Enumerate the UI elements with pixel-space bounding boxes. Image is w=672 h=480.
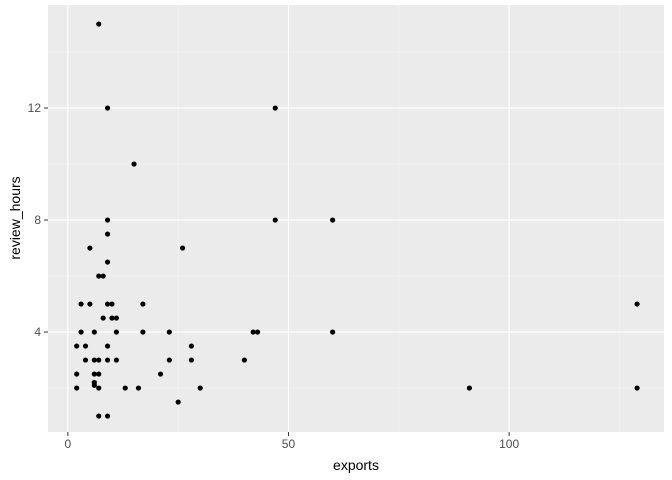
point bbox=[100, 315, 106, 321]
point bbox=[87, 245, 93, 251]
point bbox=[250, 329, 256, 335]
point bbox=[96, 371, 102, 377]
point bbox=[166, 357, 172, 363]
point bbox=[109, 301, 115, 307]
x-axis-title: exports bbox=[333, 457, 379, 473]
x-tick-label: 0 bbox=[65, 437, 72, 451]
x-tick-label: 100 bbox=[499, 437, 519, 451]
point bbox=[272, 217, 278, 223]
point bbox=[254, 329, 261, 335]
point bbox=[113, 329, 119, 335]
point bbox=[241, 357, 247, 363]
point bbox=[135, 385, 142, 391]
point bbox=[96, 413, 102, 419]
y-tick-label: 12 bbox=[28, 101, 42, 115]
point bbox=[104, 231, 111, 237]
point bbox=[104, 301, 111, 307]
point bbox=[179, 245, 186, 251]
point bbox=[188, 357, 195, 363]
point bbox=[104, 343, 111, 349]
point bbox=[96, 21, 102, 27]
point bbox=[74, 371, 80, 377]
point bbox=[140, 329, 146, 335]
point bbox=[122, 385, 128, 391]
point bbox=[634, 301, 640, 307]
point bbox=[131, 161, 137, 167]
point bbox=[78, 301, 84, 307]
point bbox=[78, 329, 84, 335]
point bbox=[74, 343, 80, 349]
point bbox=[96, 273, 102, 279]
point bbox=[157, 371, 164, 377]
point bbox=[100, 273, 106, 279]
point bbox=[113, 357, 119, 363]
y-tick-label: 4 bbox=[34, 325, 41, 339]
point bbox=[113, 315, 119, 321]
point bbox=[272, 105, 278, 111]
point bbox=[96, 385, 102, 391]
point bbox=[96, 357, 102, 363]
point bbox=[140, 301, 146, 307]
y-axis-title: review_hours bbox=[7, 176, 23, 259]
point bbox=[197, 385, 203, 391]
point bbox=[466, 385, 473, 391]
point bbox=[91, 357, 97, 363]
point bbox=[104, 217, 111, 223]
point bbox=[330, 329, 336, 335]
point bbox=[91, 371, 97, 377]
panel bbox=[48, 5, 664, 432]
point bbox=[104, 357, 111, 363]
point bbox=[166, 329, 172, 335]
point bbox=[87, 301, 93, 307]
point bbox=[91, 382, 97, 388]
y-tick-label: 8 bbox=[34, 213, 41, 227]
point bbox=[82, 343, 89, 349]
point bbox=[91, 329, 97, 335]
point bbox=[109, 315, 115, 321]
x-tick-label: 50 bbox=[282, 437, 296, 451]
point bbox=[330, 217, 336, 223]
point bbox=[74, 385, 80, 391]
point bbox=[104, 105, 111, 111]
point bbox=[82, 357, 89, 363]
point bbox=[188, 343, 195, 349]
point bbox=[175, 399, 181, 405]
point bbox=[634, 385, 640, 391]
point bbox=[104, 413, 111, 419]
point bbox=[104, 259, 111, 265]
